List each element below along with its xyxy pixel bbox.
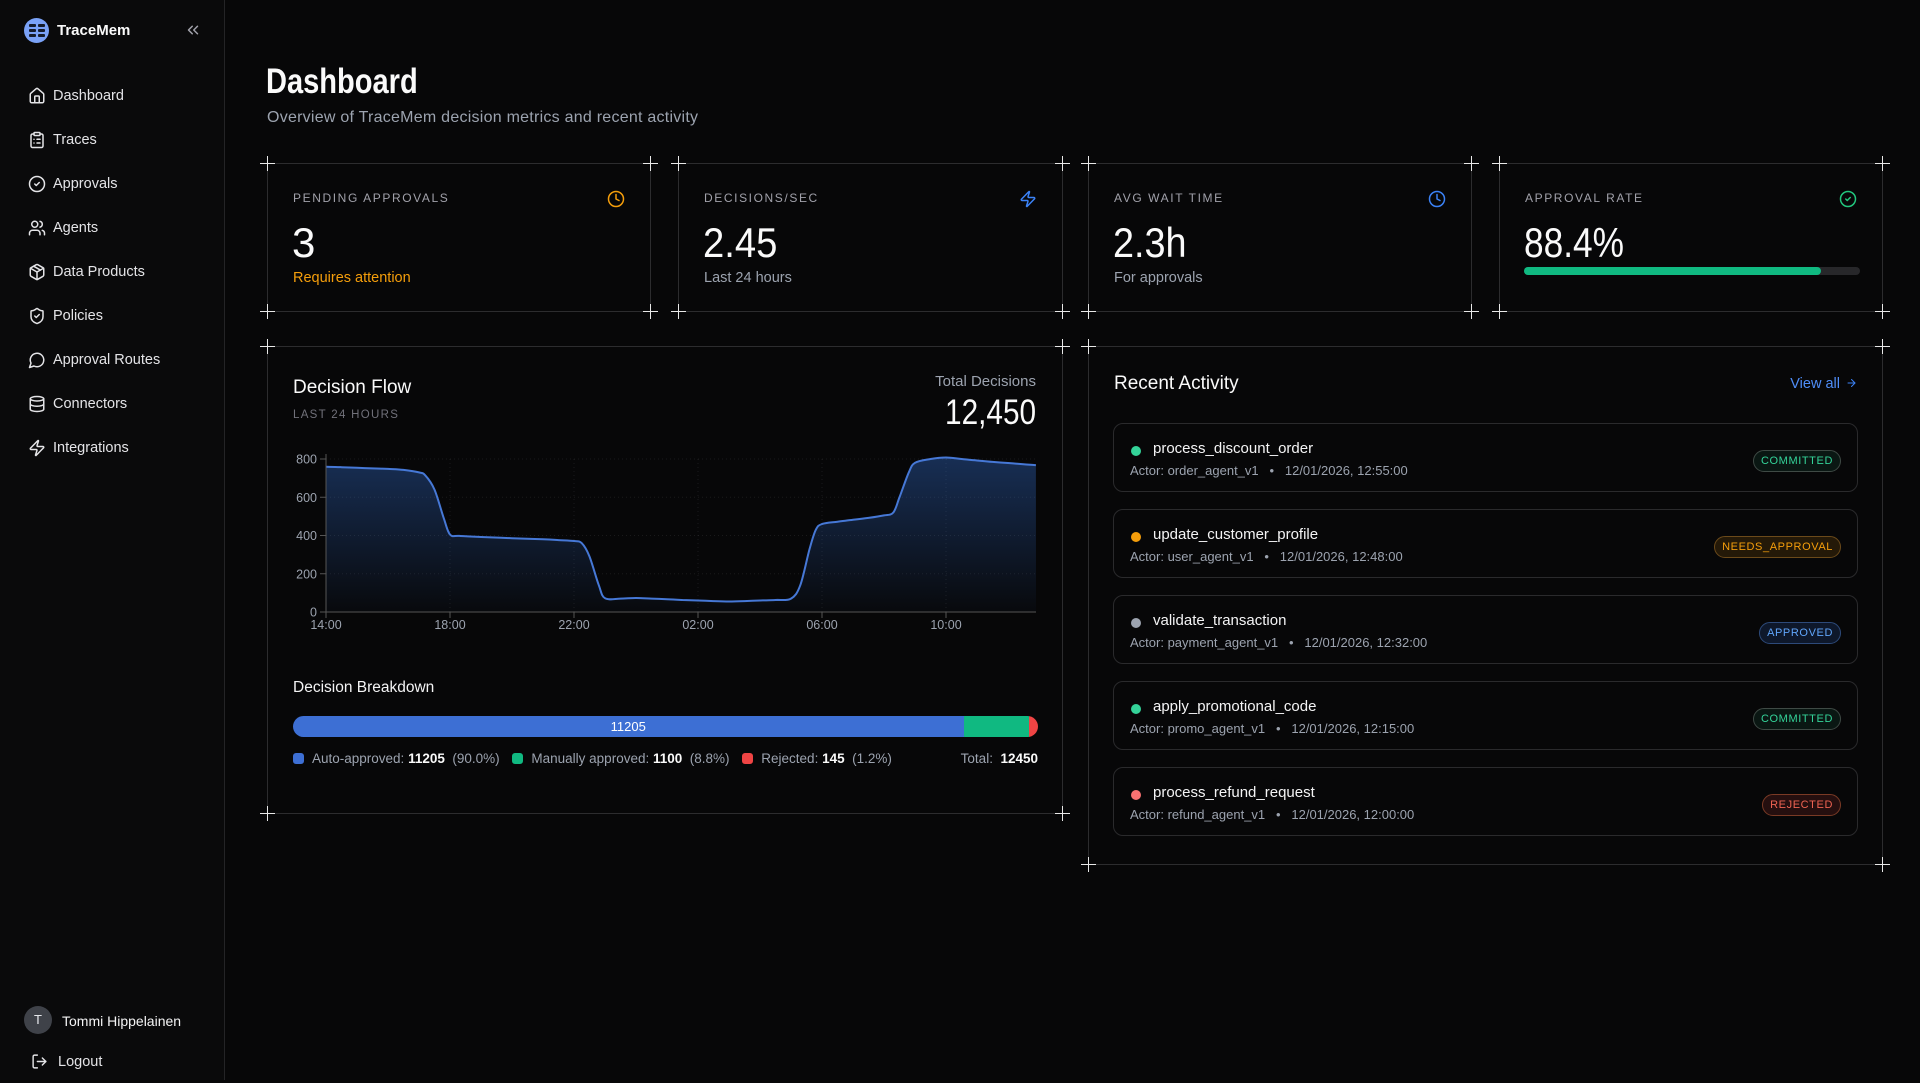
svg-text:10:00: 10:00 <box>930 618 961 631</box>
svg-text:06:00: 06:00 <box>806 618 837 631</box>
svg-text:22:00: 22:00 <box>558 618 589 631</box>
svg-text:14:00: 14:00 <box>310 618 341 631</box>
svg-text:400: 400 <box>296 529 317 543</box>
svg-text:600: 600 <box>296 491 317 505</box>
svg-text:18:00: 18:00 <box>434 618 465 631</box>
svg-text:02:00: 02:00 <box>682 618 713 631</box>
svg-text:0: 0 <box>310 606 317 620</box>
svg-text:200: 200 <box>296 567 317 581</box>
svg-text:800: 800 <box>296 453 317 467</box>
